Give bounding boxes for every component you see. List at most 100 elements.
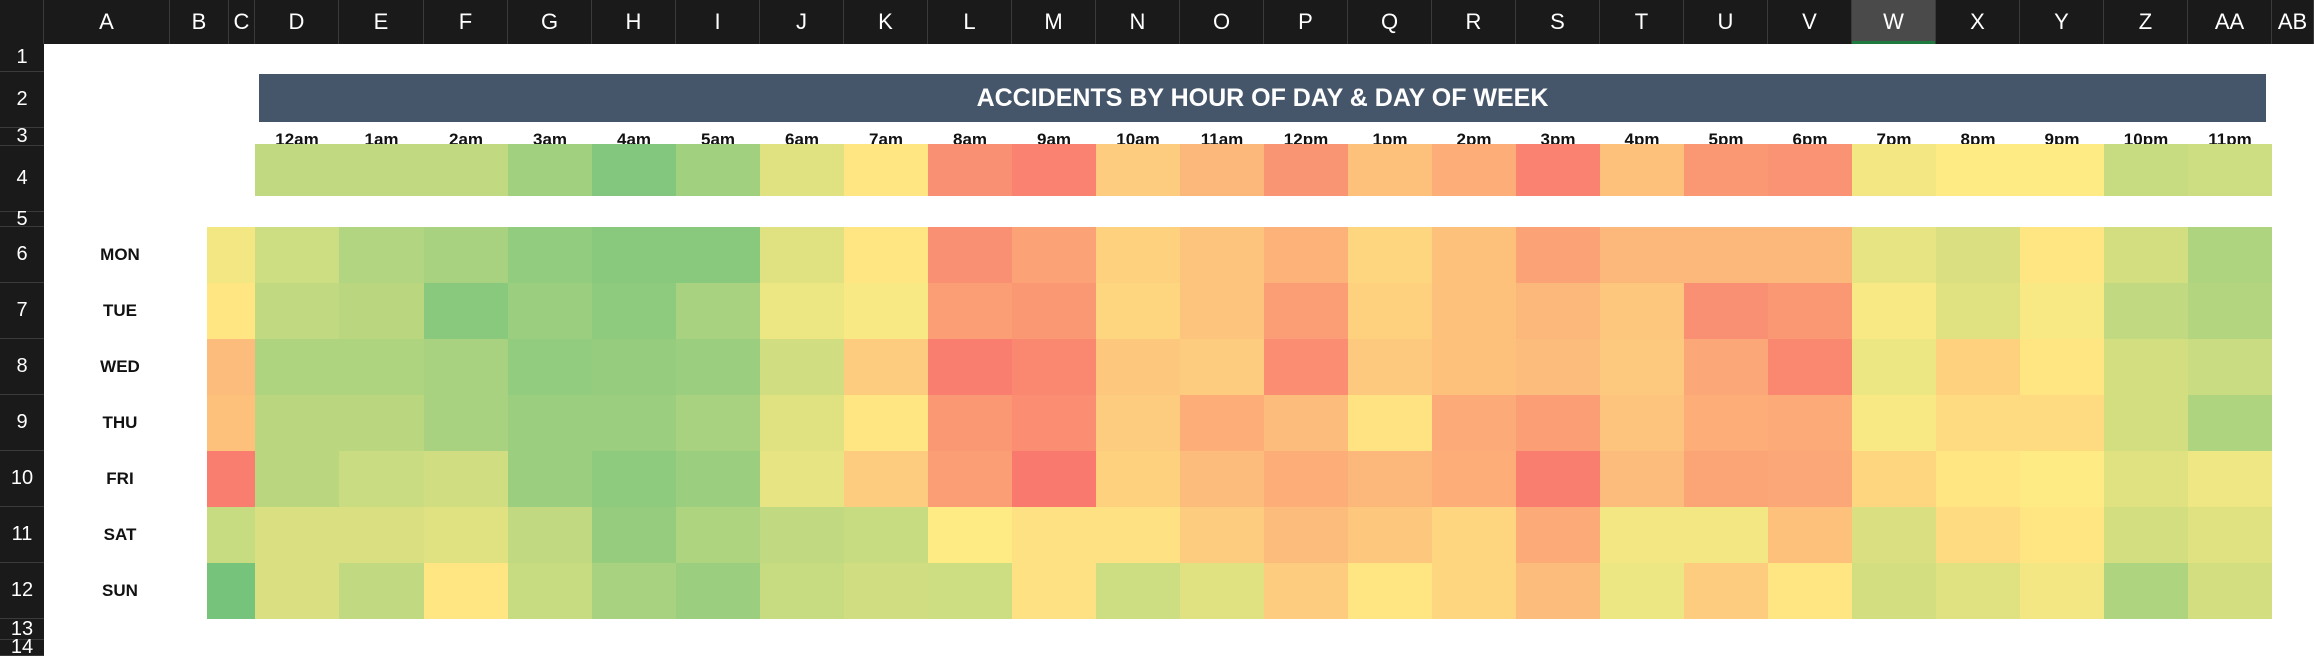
column-header-y[interactable]: Y bbox=[2020, 0, 2104, 44]
row-header-14[interactable]: 14 bbox=[0, 636, 44, 658]
column-header-k[interactable]: K bbox=[844, 0, 928, 44]
row-header-8[interactable]: 8 bbox=[0, 339, 44, 395]
day-label: SUN bbox=[102, 581, 138, 600]
heatmap-cell bbox=[1096, 227, 1180, 283]
heatmap-cell bbox=[1432, 395, 1516, 451]
heatmap-cell bbox=[2020, 395, 2104, 451]
hour-total-cell bbox=[760, 144, 844, 196]
column-header-a[interactable]: A bbox=[44, 0, 170, 44]
column-header-ab[interactable]: AB bbox=[2272, 0, 2314, 44]
heatmap-cell bbox=[1600, 339, 1684, 395]
column-header-d[interactable]: D bbox=[255, 0, 339, 44]
column-header-t[interactable]: T bbox=[1600, 0, 1684, 44]
heatmap-cell bbox=[1096, 395, 1180, 451]
heatmap-cell bbox=[1264, 283, 1348, 339]
hour-total-cell bbox=[1096, 144, 1180, 196]
heatmap-cell bbox=[1768, 507, 1852, 563]
heatmap-cell bbox=[1180, 339, 1264, 395]
hour-total-cell bbox=[1264, 144, 1348, 196]
heatmap-cell bbox=[255, 451, 339, 507]
column-header-x[interactable]: X bbox=[1936, 0, 2020, 44]
row-header-10[interactable]: 10 bbox=[0, 451, 44, 507]
column-header-v[interactable]: V bbox=[1768, 0, 1852, 44]
column-header-j[interactable]: J bbox=[760, 0, 844, 44]
column-header-r[interactable]: R bbox=[1432, 0, 1516, 44]
heatmap-cell bbox=[760, 227, 844, 283]
row-header-9[interactable]: 9 bbox=[0, 395, 44, 451]
column-header-o[interactable]: O bbox=[1180, 0, 1264, 44]
column-header-f[interactable]: F bbox=[424, 0, 508, 44]
row-header-12[interactable]: 12 bbox=[0, 563, 44, 619]
row-header-11[interactable]: 11 bbox=[0, 507, 44, 563]
column-header-h[interactable]: H bbox=[592, 0, 676, 44]
row-header-5[interactable]: 5 bbox=[0, 208, 44, 230]
hour-total-cell bbox=[844, 144, 928, 196]
heatmap-cell bbox=[1852, 451, 1936, 507]
column-header-l[interactable]: L bbox=[928, 0, 1012, 44]
day-label: FRI bbox=[106, 469, 134, 488]
heatmap-cell bbox=[844, 227, 928, 283]
row-header-13[interactable]: 13 bbox=[0, 618, 44, 640]
column-header-u[interactable]: U bbox=[1684, 0, 1768, 44]
heatmap-cell bbox=[844, 395, 928, 451]
column-header-g[interactable]: G bbox=[508, 0, 592, 44]
heatmap-cell bbox=[1012, 227, 1096, 283]
hour-total-cell bbox=[508, 144, 592, 196]
row-header-1[interactable]: 1 bbox=[0, 44, 44, 72]
hour-total-cell bbox=[1852, 144, 1936, 196]
heatmap-cell bbox=[1012, 507, 1096, 563]
hour-total-cell bbox=[1180, 144, 1264, 196]
heatmap-cell bbox=[424, 283, 508, 339]
heatmap-cell bbox=[1600, 563, 1684, 619]
hour-total-cell bbox=[424, 144, 508, 196]
heatmap-cell bbox=[676, 283, 760, 339]
day-label: THU bbox=[102, 413, 138, 432]
row-header-2[interactable]: 2 bbox=[0, 72, 44, 128]
heatmap-cell bbox=[1516, 339, 1600, 395]
column-header-i[interactable]: I bbox=[676, 0, 760, 44]
column-header-q[interactable]: Q bbox=[1348, 0, 1432, 44]
row-header-4[interactable]: 4 bbox=[0, 146, 44, 212]
heatmap-cell bbox=[1600, 283, 1684, 339]
column-header-s[interactable]: S bbox=[1516, 0, 1600, 44]
heatmap-cell bbox=[1264, 339, 1348, 395]
column-header-b[interactable]: B bbox=[170, 0, 229, 44]
column-header-w[interactable]: W bbox=[1852, 0, 1936, 44]
select-all-corner[interactable] bbox=[0, 0, 44, 44]
heatmap-cell bbox=[1180, 451, 1264, 507]
hour-total-cell bbox=[2104, 144, 2188, 196]
hour-total-cell bbox=[1768, 144, 1852, 196]
heatmap-cell bbox=[760, 339, 844, 395]
row-header-3[interactable]: 3 bbox=[0, 125, 44, 147]
column-header-aa[interactable]: AA bbox=[2188, 0, 2272, 44]
heatmap-cell bbox=[1768, 395, 1852, 451]
heatmap-cell bbox=[676, 563, 760, 619]
heatmap-cell bbox=[1516, 507, 1600, 563]
heatmap-cell bbox=[676, 395, 760, 451]
column-header-p[interactable]: P bbox=[1264, 0, 1348, 44]
column-header-e[interactable]: E bbox=[339, 0, 424, 44]
heatmap-cell bbox=[844, 563, 928, 619]
heatmap-cell bbox=[2188, 451, 2272, 507]
column-header-c[interactable]: C bbox=[229, 0, 255, 44]
heatmap-cell bbox=[928, 283, 1012, 339]
heatmap-cell bbox=[1768, 563, 1852, 619]
heatmap-cell bbox=[508, 507, 592, 563]
heatmap-cell bbox=[1264, 451, 1348, 507]
heatmap-cell bbox=[1264, 227, 1348, 283]
heatmap-cell bbox=[1012, 339, 1096, 395]
row-header-6[interactable]: 6 bbox=[0, 227, 44, 283]
row-header-7[interactable]: 7 bbox=[0, 283, 44, 339]
heatmap-cell bbox=[1684, 395, 1768, 451]
column-header-n[interactable]: N bbox=[1096, 0, 1180, 44]
heatmap-cell bbox=[1852, 563, 1936, 619]
heatmap-cell bbox=[1936, 507, 2020, 563]
heatmap-cell bbox=[1180, 507, 1264, 563]
column-header-m[interactable]: M bbox=[1012, 0, 1096, 44]
heatmap-cell bbox=[1684, 227, 1768, 283]
heatmap-cell bbox=[1516, 451, 1600, 507]
column-header-z[interactable]: Z bbox=[2104, 0, 2188, 44]
heatmap-cell bbox=[424, 395, 508, 451]
heatmap-cell bbox=[1852, 339, 1936, 395]
heatmap-cell bbox=[592, 563, 676, 619]
